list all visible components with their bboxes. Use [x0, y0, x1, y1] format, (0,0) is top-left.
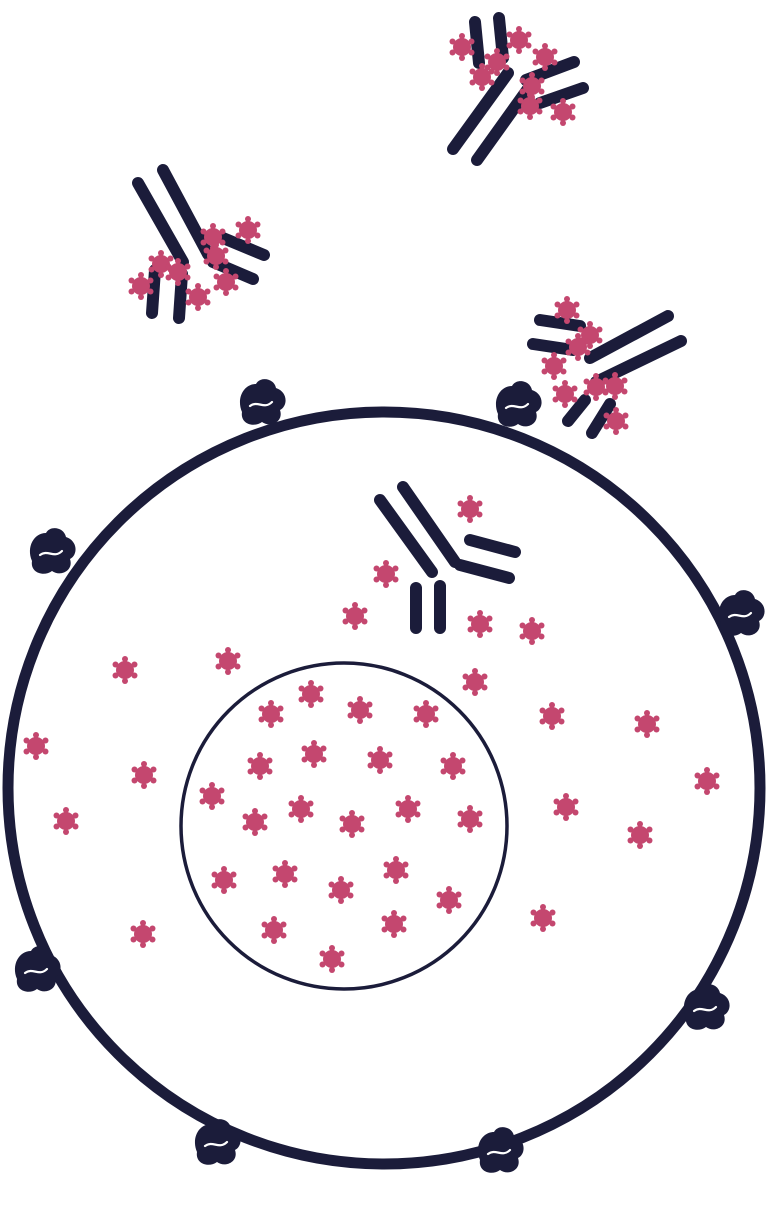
membrane-receptor-icon — [494, 379, 543, 428]
particle-icon — [552, 380, 578, 408]
particle-icon — [185, 283, 211, 311]
particle-icon — [539, 702, 565, 730]
particle-icon — [319, 945, 345, 973]
particles — [23, 26, 720, 973]
antibodies — [132, 12, 687, 634]
cell-nucleus — [179, 661, 509, 991]
antibody-icon — [132, 164, 270, 324]
particle-icon — [298, 680, 324, 708]
membrane-receptor-icon — [717, 588, 766, 637]
particle-icon — [53, 807, 79, 835]
particle-icon — [23, 732, 49, 760]
membrane-receptor-icon — [238, 377, 287, 426]
membrane-receptor-icon — [193, 1117, 242, 1166]
particle-icon — [339, 810, 365, 838]
particle-icon — [506, 26, 532, 54]
particle-icon — [258, 700, 284, 728]
particle-icon — [381, 910, 407, 938]
particle-icon — [457, 805, 483, 833]
membrane-receptor-icon — [13, 944, 62, 993]
particle-icon — [436, 886, 462, 914]
particle-icon — [413, 700, 439, 728]
particle-icon — [634, 710, 660, 738]
particle-icon — [112, 656, 138, 684]
particle-icon — [462, 668, 488, 696]
particle-icon — [342, 602, 368, 630]
particle-icon — [301, 740, 327, 768]
particle-icon — [627, 821, 653, 849]
particle-icon — [347, 696, 373, 724]
particle-icon — [519, 617, 545, 645]
particle-icon — [530, 904, 556, 932]
particle-icon — [131, 761, 157, 789]
particle-icon — [272, 860, 298, 888]
particle-icon — [467, 610, 493, 638]
particle-icon — [328, 876, 354, 904]
particle-icon — [215, 647, 241, 675]
particle-icon — [261, 916, 287, 944]
particle-icon — [440, 752, 466, 780]
membrane-receptor-icon — [28, 526, 77, 575]
particle-icon — [211, 866, 237, 894]
antibody-icon — [527, 310, 687, 439]
particle-icon — [373, 560, 399, 588]
particle-icon — [457, 495, 483, 523]
particle-icon — [242, 808, 268, 836]
particle-icon — [288, 795, 314, 823]
particle-icon — [541, 352, 567, 380]
membrane-receptor-icon — [682, 982, 731, 1031]
particle-icon — [130, 920, 156, 948]
particle-icon — [395, 795, 421, 823]
particle-icon — [383, 856, 409, 884]
cell-membrane — [2, 406, 766, 1170]
particle-icon — [247, 752, 273, 780]
particle-icon — [694, 767, 720, 795]
particle-icon — [367, 746, 393, 774]
antibody-icon — [374, 481, 521, 634]
particle-icon — [553, 793, 579, 821]
particle-icon — [199, 782, 225, 810]
